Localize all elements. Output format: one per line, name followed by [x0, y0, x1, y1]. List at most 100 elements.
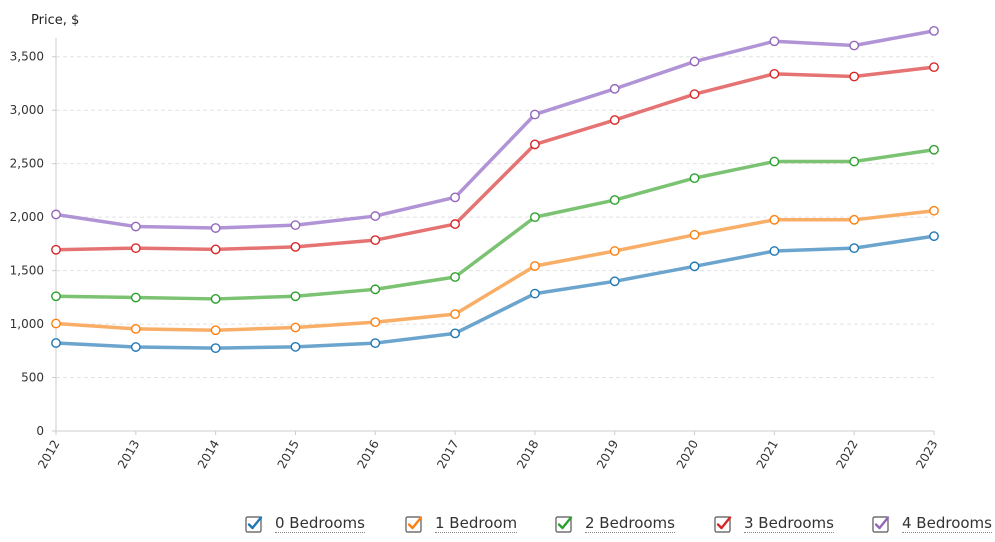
data-point	[689, 56, 700, 67]
checkmark-icon[interactable]	[405, 515, 423, 533]
checkmark-icon[interactable]	[555, 515, 573, 533]
series-2-bedrooms	[54, 148, 936, 301]
legend-label[interactable]: 4 Bedrooms	[902, 514, 992, 533]
x-tick-label: 2012	[35, 438, 62, 471]
data-point	[769, 36, 780, 47]
series-1-bedroom	[54, 208, 936, 333]
data-point	[130, 323, 141, 334]
data-point	[530, 212, 540, 223]
x-tick-label: 2019	[594, 438, 621, 471]
data-point	[609, 195, 620, 205]
series-markers	[51, 62, 939, 255]
legend-item-1-bedroom[interactable]: 1 Bedroom	[405, 512, 518, 536]
data-point	[290, 291, 301, 302]
data-point	[450, 328, 460, 339]
data-point	[689, 261, 700, 272]
series-line	[54, 29, 936, 230]
y-tick-label: 3,500	[10, 50, 44, 64]
series-markers	[51, 231, 939, 354]
series-line	[54, 208, 936, 333]
y-tick-label: 1,000	[10, 317, 44, 331]
data-point	[849, 214, 860, 225]
data-point	[530, 288, 540, 299]
data-point	[929, 231, 939, 242]
data-point	[530, 261, 540, 271]
data-point	[530, 139, 540, 150]
data-point	[290, 220, 301, 231]
checkmark-icon[interactable]	[714, 515, 732, 533]
x-tick-label: 2023	[913, 438, 940, 471]
series-3-bedrooms	[54, 65, 936, 252]
legend-label[interactable]: 3 Bedrooms	[744, 514, 834, 533]
x-tick-label: 2022	[833, 438, 860, 471]
data-point	[769, 156, 780, 167]
data-point	[210, 244, 221, 255]
data-point	[849, 243, 860, 254]
data-point	[130, 221, 141, 232]
data-point	[130, 243, 141, 254]
data-point	[51, 244, 61, 255]
legend-label[interactable]: 2 Bedrooms	[585, 514, 675, 533]
data-point	[609, 276, 620, 287]
data-point	[130, 292, 141, 303]
data-point	[210, 325, 221, 336]
x-tick-label: 2013	[115, 438, 142, 471]
y-tick-label: 0	[36, 424, 44, 438]
data-point	[51, 318, 61, 329]
series-line	[54, 65, 936, 252]
legend-item-3-bedrooms[interactable]: 3 Bedrooms	[714, 512, 834, 536]
data-point	[370, 317, 381, 328]
legend-item-4-bedrooms[interactable]: 4 Bedrooms	[872, 512, 992, 536]
series-markers	[51, 205, 939, 336]
y-axis-label: Price, $	[31, 13, 79, 28]
series-4-bedrooms	[54, 29, 936, 230]
series-markers	[51, 144, 939, 304]
data-point	[609, 83, 620, 94]
data-point	[849, 40, 860, 51]
data-point	[849, 156, 860, 167]
x-tick-label: 2021	[754, 438, 781, 471]
checkmark-icon[interactable]	[245, 515, 263, 533]
data-point	[290, 322, 301, 333]
y-tick-label: 1,500	[10, 264, 44, 278]
x-tick-label: 2016	[354, 438, 381, 471]
data-point	[769, 68, 780, 79]
legend: 0 Bedrooms 1 Bedroom 2 Bedrooms 3 Bedroo…	[0, 512, 995, 536]
data-point	[51, 338, 61, 348]
data-point	[51, 209, 61, 220]
data-point	[609, 115, 620, 125]
data-point	[370, 338, 381, 349]
data-point	[130, 342, 141, 352]
x-tick-label: 2015	[275, 438, 302, 471]
data-point	[450, 309, 460, 320]
data-point	[769, 246, 780, 256]
data-point	[929, 205, 939, 216]
x-tick-label: 2017	[434, 438, 461, 471]
checkmark-icon[interactable]	[872, 515, 890, 533]
data-point	[370, 284, 381, 295]
data-point	[689, 89, 700, 100]
x-tick-labels: 2012 2013 2014 2015 2016 2017 2018 2019 2020 2021…	[35, 431, 941, 471]
y-tick-labels: 0 500 1,000 1,500 2,000 2,500 3,000 3,500	[10, 50, 56, 438]
y-tick-label: 2,500	[10, 157, 44, 171]
legend-label[interactable]: 0 Bedrooms	[275, 514, 365, 533]
data-point	[370, 235, 381, 246]
series-line	[54, 148, 936, 301]
data-point	[51, 291, 61, 302]
data-point	[929, 62, 939, 73]
legend-item-2-bedrooms[interactable]: 2 Bedrooms	[555, 512, 675, 536]
legend-item-0-bedrooms[interactable]: 0 Bedrooms	[245, 512, 365, 536]
data-point	[689, 229, 700, 240]
y-tick-label: 2,000	[10, 210, 44, 224]
x-tick-label: 2020	[674, 438, 701, 471]
gridlines	[56, 56, 934, 379]
data-point	[210, 294, 221, 304]
legend-label[interactable]: 1 Bedroom	[435, 514, 518, 533]
data-point	[450, 219, 460, 229]
data-point	[769, 214, 780, 225]
series-line	[54, 234, 936, 350]
data-point	[290, 341, 301, 352]
x-tick-label: 2014	[195, 438, 222, 471]
